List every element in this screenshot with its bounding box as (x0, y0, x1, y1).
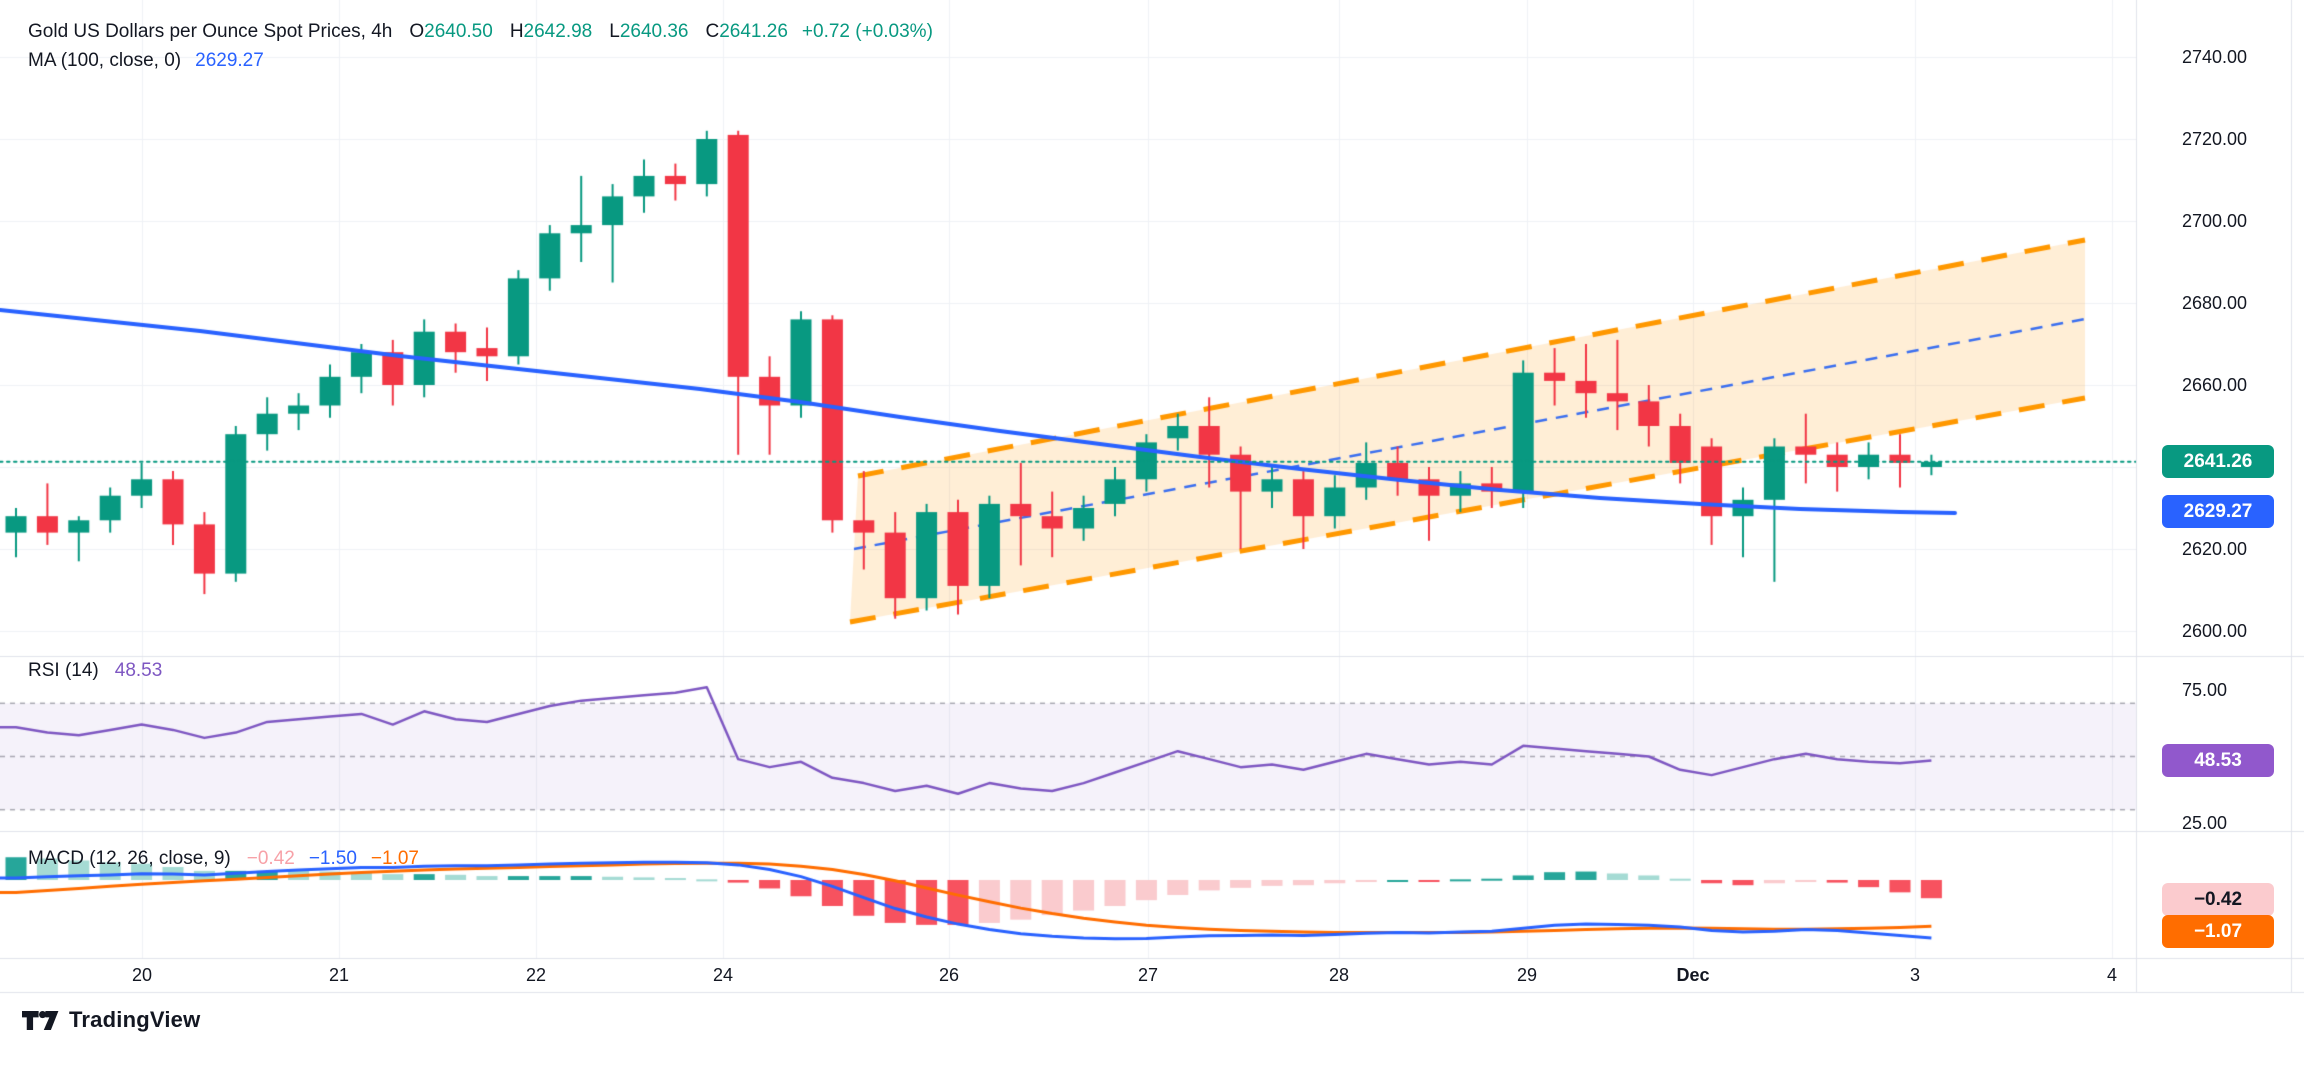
price-tick: 2660.00 (2182, 375, 2248, 395)
macd-hist-badge: −0.42 (2162, 883, 2274, 916)
time-tick: 21 (328, 965, 350, 985)
close-value: 2641.26 (719, 21, 788, 42)
price-tick: 2600.00 (2182, 621, 2248, 641)
time-axis[interactable]: 20 21 22 24 26 27 28 29 Dec 3 4 (0, 958, 2304, 994)
rsi-legend[interactable]: RSI (14) 48.53 (28, 660, 162, 682)
rsi-label: RSI (14) (28, 660, 99, 681)
close-label: C (705, 21, 720, 42)
tradingview-logo[interactable]: TradingView (22, 1007, 200, 1033)
ma-label: MA (100, close, 0) (28, 50, 182, 71)
ma-legend[interactable]: MA (100, close, 0) 2629.27 (28, 50, 264, 72)
high-value: 2642.98 (523, 21, 593, 42)
time-tick: 22 (525, 965, 547, 985)
time-tick: 20 (131, 965, 153, 985)
time-tick: 28 (1328, 965, 1350, 985)
ma-price-badge: 2629.27 (2162, 495, 2274, 528)
macd-signal-value: −1.07 (370, 848, 419, 869)
low-value: 2640.36 (619, 21, 689, 42)
change-value: +0.72 (+0.03%) (801, 21, 933, 42)
time-tick: 26 (938, 965, 960, 985)
time-tick: 29 (1516, 965, 1538, 985)
macd-legend[interactable]: MACD (12, 26, close, 9) −0.42 −1.50 −1.07 (28, 848, 419, 870)
time-tick-month: Dec (1676, 965, 1710, 985)
rsi-value: 48.53 (114, 660, 163, 681)
time-tick: 4 (2106, 965, 2118, 985)
macd-line-value: −1.50 (308, 848, 357, 869)
low-label: L (609, 21, 620, 42)
time-tick: 27 (1137, 965, 1159, 985)
price-tick: 2680.00 (2182, 293, 2248, 313)
macd-signal-badge: −1.07 (2162, 915, 2274, 948)
open-label: O (409, 21, 425, 42)
macd-hist-value: −0.42 (246, 848, 295, 869)
rsi-tick-25: 25.00 (2182, 813, 2228, 833)
rsi-value-badge: 48.53 (2162, 744, 2274, 777)
time-tick: 3 (1909, 965, 1921, 985)
price-tick: 2620.00 (2182, 539, 2248, 559)
last-price-badge: 2641.26 (2162, 445, 2274, 478)
tradingview-logo-text: TradingView (69, 1007, 201, 1032)
time-tick: 24 (712, 965, 734, 985)
main-legend[interactable]: Gold US Dollars per Ounce Spot Prices, 4… (28, 21, 933, 43)
price-axis[interactable]: 2740.00 2720.00 2700.00 2680.00 2660.00 … (2136, 0, 2304, 992)
ma-value: 2629.27 (195, 50, 264, 71)
tradingview-logo-icon (22, 1008, 60, 1033)
high-label: H (509, 21, 524, 42)
open-value: 2640.50 (424, 21, 493, 42)
macd-label: MACD (12, 26, close, 9) (28, 848, 231, 869)
price-tick: 2720.00 (2182, 129, 2248, 149)
rsi-tick-75: 75.00 (2182, 680, 2228, 700)
price-tick: 2700.00 (2182, 211, 2248, 231)
price-tick: 2740.00 (2182, 47, 2248, 67)
symbol-title: Gold US Dollars per Ounce Spot Prices, 4… (28, 21, 393, 42)
